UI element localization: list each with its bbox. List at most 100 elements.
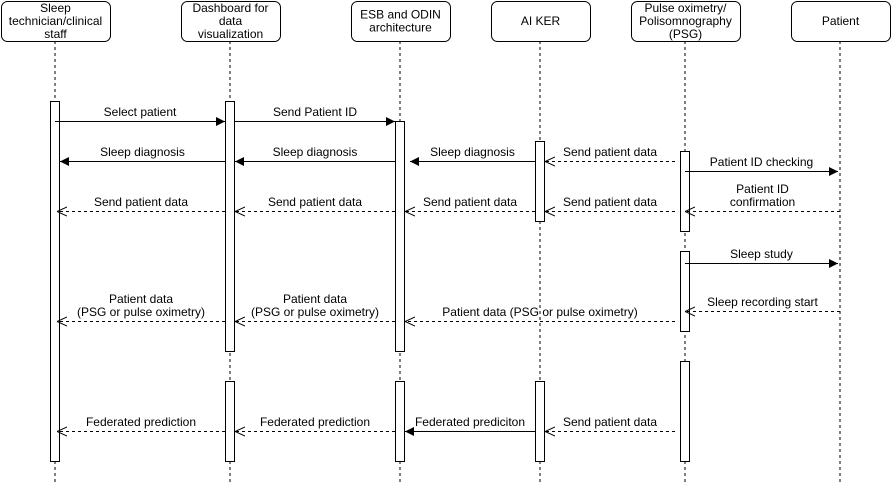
message-label-line: Send patient data [268, 195, 362, 209]
message-1: Select patient [55, 105, 225, 126]
activation-bar-esb [395, 121, 405, 352]
message-label: Send patient data [563, 195, 657, 209]
message-label-line: Sleep diagnosis [100, 145, 185, 159]
message-label-line: Patient data (PSG or pulse oximetry) [442, 305, 637, 319]
message-label-line: (PSG or pulse oximetry) [251, 305, 379, 319]
message-label-line: Send patient data [563, 145, 657, 159]
participant-psg: Pulse oximetry/Polisomnography (PSG) [631, 1, 741, 42]
participant-label-line: Patient [822, 14, 860, 28]
participant-staff: Sleep technician/clinical staff [1, 1, 111, 42]
message-11: Send patient data [235, 195, 395, 212]
participant-label: AI KER [521, 14, 561, 28]
message-label-line: Send patient data [423, 195, 517, 209]
message-7: Patient ID checking [685, 155, 838, 176]
message-label: Patient ID checking [710, 155, 813, 169]
participant-label-line: architecture [369, 21, 432, 35]
message-label: Send patient data [268, 195, 362, 209]
message-8: Patient ID confirmation [685, 182, 840, 212]
message-18: Send patient data [545, 415, 675, 432]
activation-bar-psg [680, 361, 690, 462]
message-label-line: Patient data [283, 292, 347, 306]
participant-label: ESB and ODIN architecture [360, 8, 441, 35]
message-12: Send patient data [57, 195, 225, 212]
message-2: Send Patient ID [235, 105, 395, 126]
participant-label-line: ESB and ODIN [360, 8, 441, 22]
message-14: Sleep recording start [685, 295, 840, 312]
participant-label: Dashboard for data visualization [192, 1, 268, 41]
message-3: Send patient data [545, 145, 675, 162]
participant-box [1, 1, 111, 42]
message-13: Sleep study [685, 247, 838, 268]
message-6: Sleep diagnosis [60, 145, 225, 166]
participant-label-line: Sleep [40, 1, 71, 15]
message-20: Federated prediction [235, 415, 395, 432]
message-4: Sleep diagnosis [410, 145, 535, 166]
message-17: Patient data (PSG or pulse oximetry) [57, 292, 225, 322]
message-label: Select patient [104, 105, 177, 119]
message-label-line: Federated prediction [260, 415, 370, 429]
participant-box [351, 1, 451, 42]
message-9: Send patient data [545, 195, 675, 212]
message-label-line: Sleep diagnosis [273, 145, 358, 159]
message-label-line: Federated prediction [86, 415, 196, 429]
participant-box [181, 1, 281, 42]
participant-dashboard: Dashboard for data visualization [181, 1, 281, 42]
participant-box [491, 1, 591, 42]
activation-bar-aiker [535, 381, 545, 462]
message-label-line: Sleep diagnosis [430, 145, 515, 159]
message-label-line: Select patient [104, 105, 177, 119]
message-label: Federated prediciton [415, 415, 525, 429]
message-label: Patient data (PSG or pulse oximetry) [251, 292, 379, 319]
message-label: Patient data (PSG or pulse oximetry) [442, 305, 637, 319]
activation-bar-dashboard [225, 101, 235, 352]
message-label-line: Patient ID [736, 182, 789, 196]
message-label-line: confirmation [730, 195, 795, 209]
message-label-line: Send patient data [563, 415, 657, 429]
participant-label-line: Dashboard for [192, 1, 268, 15]
message-label-line: Send Patient ID [273, 105, 357, 119]
message-label-line: Patient data [109, 292, 173, 306]
activation-bar-dashboard [225, 381, 235, 462]
message-label-line: Sleep recording start [707, 295, 818, 309]
participant-box [631, 1, 741, 42]
activation-bar-aiker [535, 141, 545, 222]
message-label: Sleep diagnosis [430, 145, 515, 159]
message-label-line: Send patient data [563, 195, 657, 209]
message-label-line: (PSG or pulse oximetry) [77, 305, 205, 319]
message-10: Send patient data [405, 195, 535, 212]
participant-label-line: (PSG) [669, 27, 702, 41]
participant-label: Patient [822, 14, 860, 28]
message-label: Send patient data [94, 195, 188, 209]
participant-label: Pulse oximetry/Polisomnography (PSG) [639, 1, 732, 41]
activation-bar-esb [395, 381, 405, 462]
message-label-line: Sleep study [730, 247, 793, 261]
message-label: Sleep diagnosis [100, 145, 185, 159]
message-label: Send patient data [423, 195, 517, 209]
message-label: Sleep study [730, 247, 793, 261]
message-label: Patient ID confirmation [730, 182, 795, 209]
activation-bar-psg [680, 151, 690, 232]
participant-label-line: staff [44, 27, 67, 41]
message-label-line: Patient ID checking [710, 155, 813, 169]
message-19: Federated prediciton [405, 415, 535, 436]
message-label: Sleep recording start [707, 295, 818, 309]
message-label: Patient data (PSG or pulse oximetry) [77, 292, 205, 319]
message-label-line: Send patient data [94, 195, 188, 209]
activation-bar-psg [680, 251, 690, 332]
participant-label-line: visualization [198, 27, 263, 41]
message-label: Send patient data [563, 415, 657, 429]
participant-esb: ESB and ODIN architecture [351, 1, 451, 42]
message-15: Patient data (PSG or pulse oximetry) [405, 305, 675, 322]
participant-label-line: data [219, 14, 243, 28]
participant-label: Sleep technician/clinical staff [9, 1, 102, 41]
participant-label-line: Polisomnography [639, 14, 732, 28]
message-label: Federated prediction [260, 415, 370, 429]
participant-label-line: Pulse oximetry/ [644, 1, 727, 15]
participant-patient: Patient [791, 1, 891, 42]
participant-aiker: AI KER [491, 1, 591, 42]
message-label: Sleep diagnosis [273, 145, 358, 159]
message-label: Send patient data [563, 145, 657, 159]
message-5: Sleep diagnosis [235, 145, 395, 166]
participant-label-line: AI KER [521, 14, 561, 28]
